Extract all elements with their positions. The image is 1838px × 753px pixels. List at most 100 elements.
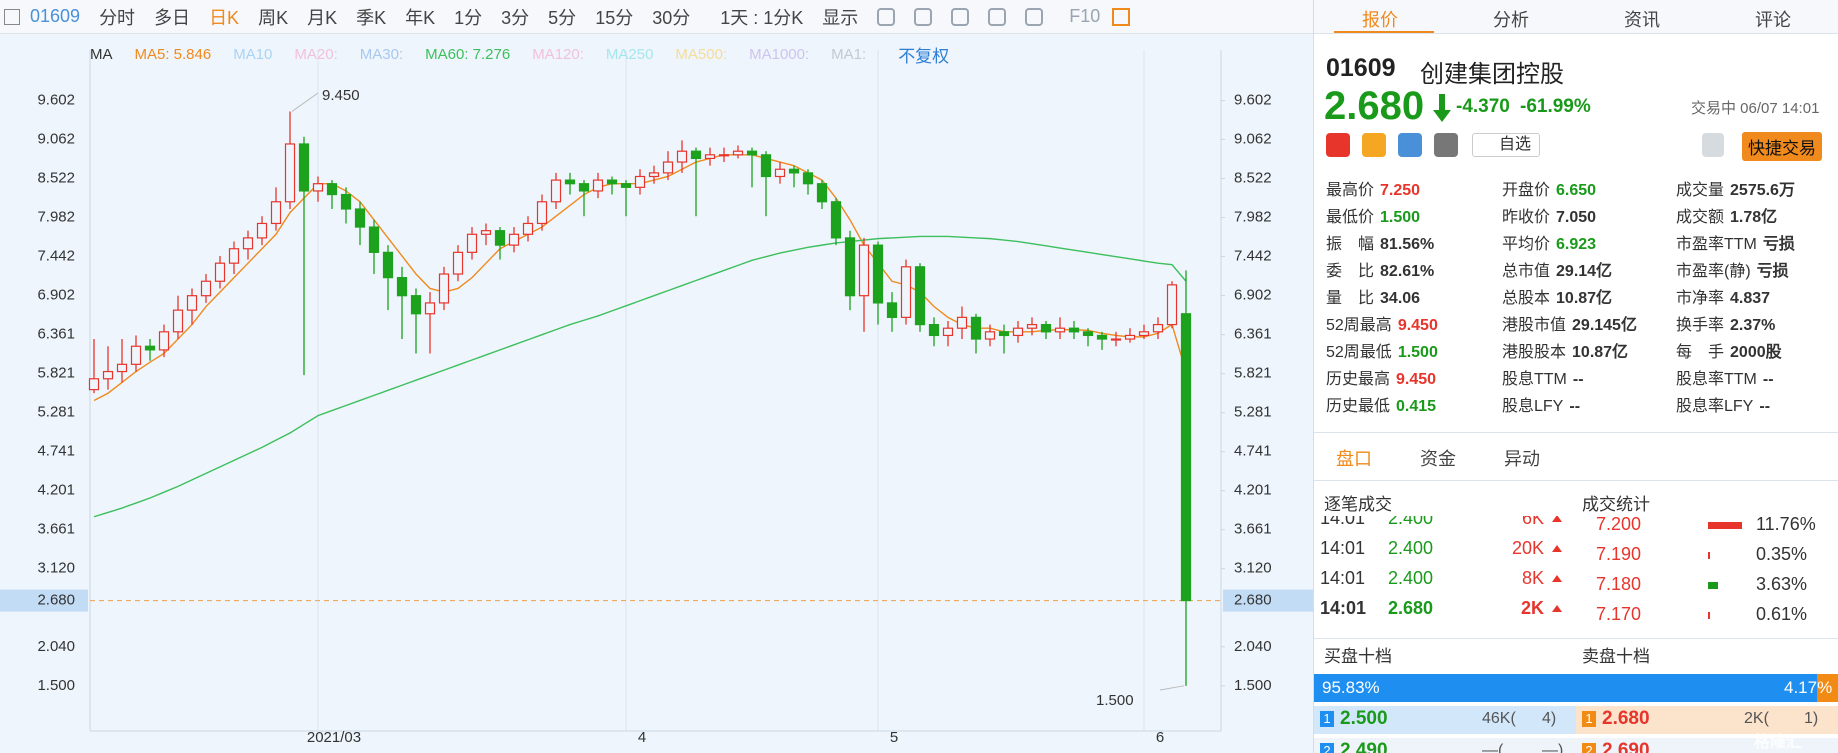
camera-icon[interactable] <box>951 7 970 26</box>
stat-label: 历史最高 <box>1326 371 1391 388</box>
stat-label: 市盈率(静) <box>1676 263 1751 280</box>
stat-row: 委 比 82.61% <box>1326 257 1434 281</box>
display-select[interactable]: 显示 <box>822 7 859 28</box>
panel-tab[interactable]: 资讯 <box>1624 10 1660 30</box>
candle-body <box>228 248 240 264</box>
ma-item[interactable]: MA120: <box>532 45 584 63</box>
candle-body <box>1054 327 1066 333</box>
depth-row: 2 2.690 <box>1576 738 1838 753</box>
period-tab[interactable]: 5分 <box>548 7 577 28</box>
level-volume: —( <box>1482 742 1504 753</box>
candle-body <box>536 201 548 225</box>
settings-icon[interactable] <box>877 7 896 26</box>
stat-label: 换手率 <box>1676 317 1725 334</box>
period-tab[interactable]: 多日 <box>154 7 191 28</box>
stat-row: 股息LFY -- <box>1502 392 1580 416</box>
price-tag <box>1223 589 1313 612</box>
f10-button[interactable]: F10 <box>1069 6 1101 26</box>
candle-body <box>1082 331 1094 337</box>
stat-value: 29.14亿 <box>1556 263 1613 280</box>
depth-tab[interactable]: 资金 <box>1420 449 1456 469</box>
ma-item[interactable]: MA250 <box>605 45 654 63</box>
candle-body <box>130 345 142 365</box>
candle-body <box>886 302 898 318</box>
adjust-button[interactable]: 不复权 <box>898 46 950 66</box>
interval-select[interactable]: 1天 : 1分K <box>720 7 804 28</box>
depth-tab[interactable]: 异动 <box>1504 449 1540 469</box>
stat-row: 换手率 2.37% <box>1676 311 1775 335</box>
period-tab[interactable]: 周K <box>258 7 289 28</box>
candle-body <box>1138 331 1150 337</box>
stat-label: 市净率 <box>1676 290 1725 307</box>
candle-body <box>606 179 618 185</box>
panel-toggle[interactable] <box>1112 7 1131 26</box>
ma-legend: MA MA5: 5.846 MA10 MA20: MA30: MA60: 7.276 MA1… <box>90 43 971 66</box>
stat-label: 总市值 <box>1502 263 1551 280</box>
panel-tab[interactable]: 分析 <box>1493 10 1529 30</box>
stat-value: 7.050 <box>1556 209 1597 226</box>
candle-body <box>452 251 464 275</box>
stat-row: 总市值 29.14亿 <box>1502 257 1612 281</box>
badge[interactable] <box>1434 133 1458 157</box>
tick-time: 14:01 <box>1320 598 1367 618</box>
ma-item[interactable]: MA10 <box>233 45 273 63</box>
period-tab[interactable]: 15分 <box>595 7 634 28</box>
y-tick-label: 3.120 <box>37 560 75 577</box>
stat-label: 历史最低 <box>1326 398 1391 415</box>
ma-item[interactable]: MA20: <box>294 45 338 63</box>
candle-body <box>1110 338 1122 341</box>
trade-button[interactable]: 快捷交易 <box>1742 132 1822 161</box>
candle-body <box>1180 313 1192 602</box>
panel-tab[interactable]: 报价 <box>1362 10 1398 30</box>
panel-tab[interactable]: 评论 <box>1755 10 1791 30</box>
stat-pct: 0.61% <box>1756 604 1808 624</box>
candle-body <box>382 251 394 279</box>
depth-tab[interactable]: 盘口 <box>1336 449 1372 469</box>
stat-label: 总股本 <box>1502 290 1551 307</box>
stat-value: -- <box>1759 398 1771 415</box>
watch-button[interactable]: 自选 <box>1472 133 1541 157</box>
expand-icon[interactable] <box>1025 7 1044 26</box>
sidebar-icon[interactable] <box>4 8 20 25</box>
level: 1 <box>1582 711 1596 727</box>
stat-row: 市净率 4.837 <box>1676 284 1770 308</box>
period-tab[interactable]: 3分 <box>501 7 530 28</box>
ma-item[interactable]: MA1000: <box>749 45 810 63</box>
badge[interactable] <box>1362 133 1386 157</box>
stat-value: 9.450 <box>1396 371 1437 388</box>
arrow <box>1433 94 1451 122</box>
period-tab[interactable]: 1分 <box>454 7 483 28</box>
stat-row: 振 幅 81.56% <box>1326 230 1434 254</box>
badge[interactable] <box>1398 133 1422 157</box>
period-tab[interactable]: 分时 <box>99 7 136 28</box>
stat-price: 7.190 <box>1596 544 1642 564</box>
candle-body <box>1096 334 1108 340</box>
stat-row: 历史最低 0.415 <box>1326 392 1436 416</box>
ratio-bar <box>1314 674 1818 702</box>
quote-panel: 报价 分析 资讯 评论 01609 创建集团控股 2.680 -4.370 -61.99% 交易中… <box>1313 0 1838 753</box>
stat-value: 亏损 <box>1756 263 1789 280</box>
period-tab[interactable]: 30分 <box>652 7 691 28</box>
period-tab[interactable]: 日K <box>209 7 240 28</box>
period-tab[interactable]: 月K <box>307 7 338 28</box>
panel-tabs: 报价 分析 资讯 评论 <box>1314 0 1838 34</box>
pen-icon[interactable] <box>988 7 1007 26</box>
candle-body <box>368 226 380 253</box>
box-icon[interactable] <box>914 7 933 26</box>
period-tab[interactable]: 季K <box>356 7 387 28</box>
ma-item[interactable]: MA500: <box>675 45 728 63</box>
bell-icon[interactable] <box>1702 133 1724 157</box>
ma-item[interactable]: MA30: <box>359 45 404 63</box>
tick-arrow <box>1552 575 1562 582</box>
ma-item[interactable]: MA1: <box>831 45 867 63</box>
stat-value: 29.145亿 <box>1572 317 1637 334</box>
candle-body <box>466 233 478 253</box>
badge[interactable] <box>1326 133 1350 157</box>
y-tick-label: 7.982 <box>37 208 75 225</box>
trade-status: 交易中 06/07 14:01 <box>1691 100 1820 117</box>
period-tab[interactable]: 年K <box>405 7 436 28</box>
candle-body <box>410 295 422 315</box>
candle-body <box>186 295 198 311</box>
stat-price: 7.170 <box>1596 604 1642 624</box>
